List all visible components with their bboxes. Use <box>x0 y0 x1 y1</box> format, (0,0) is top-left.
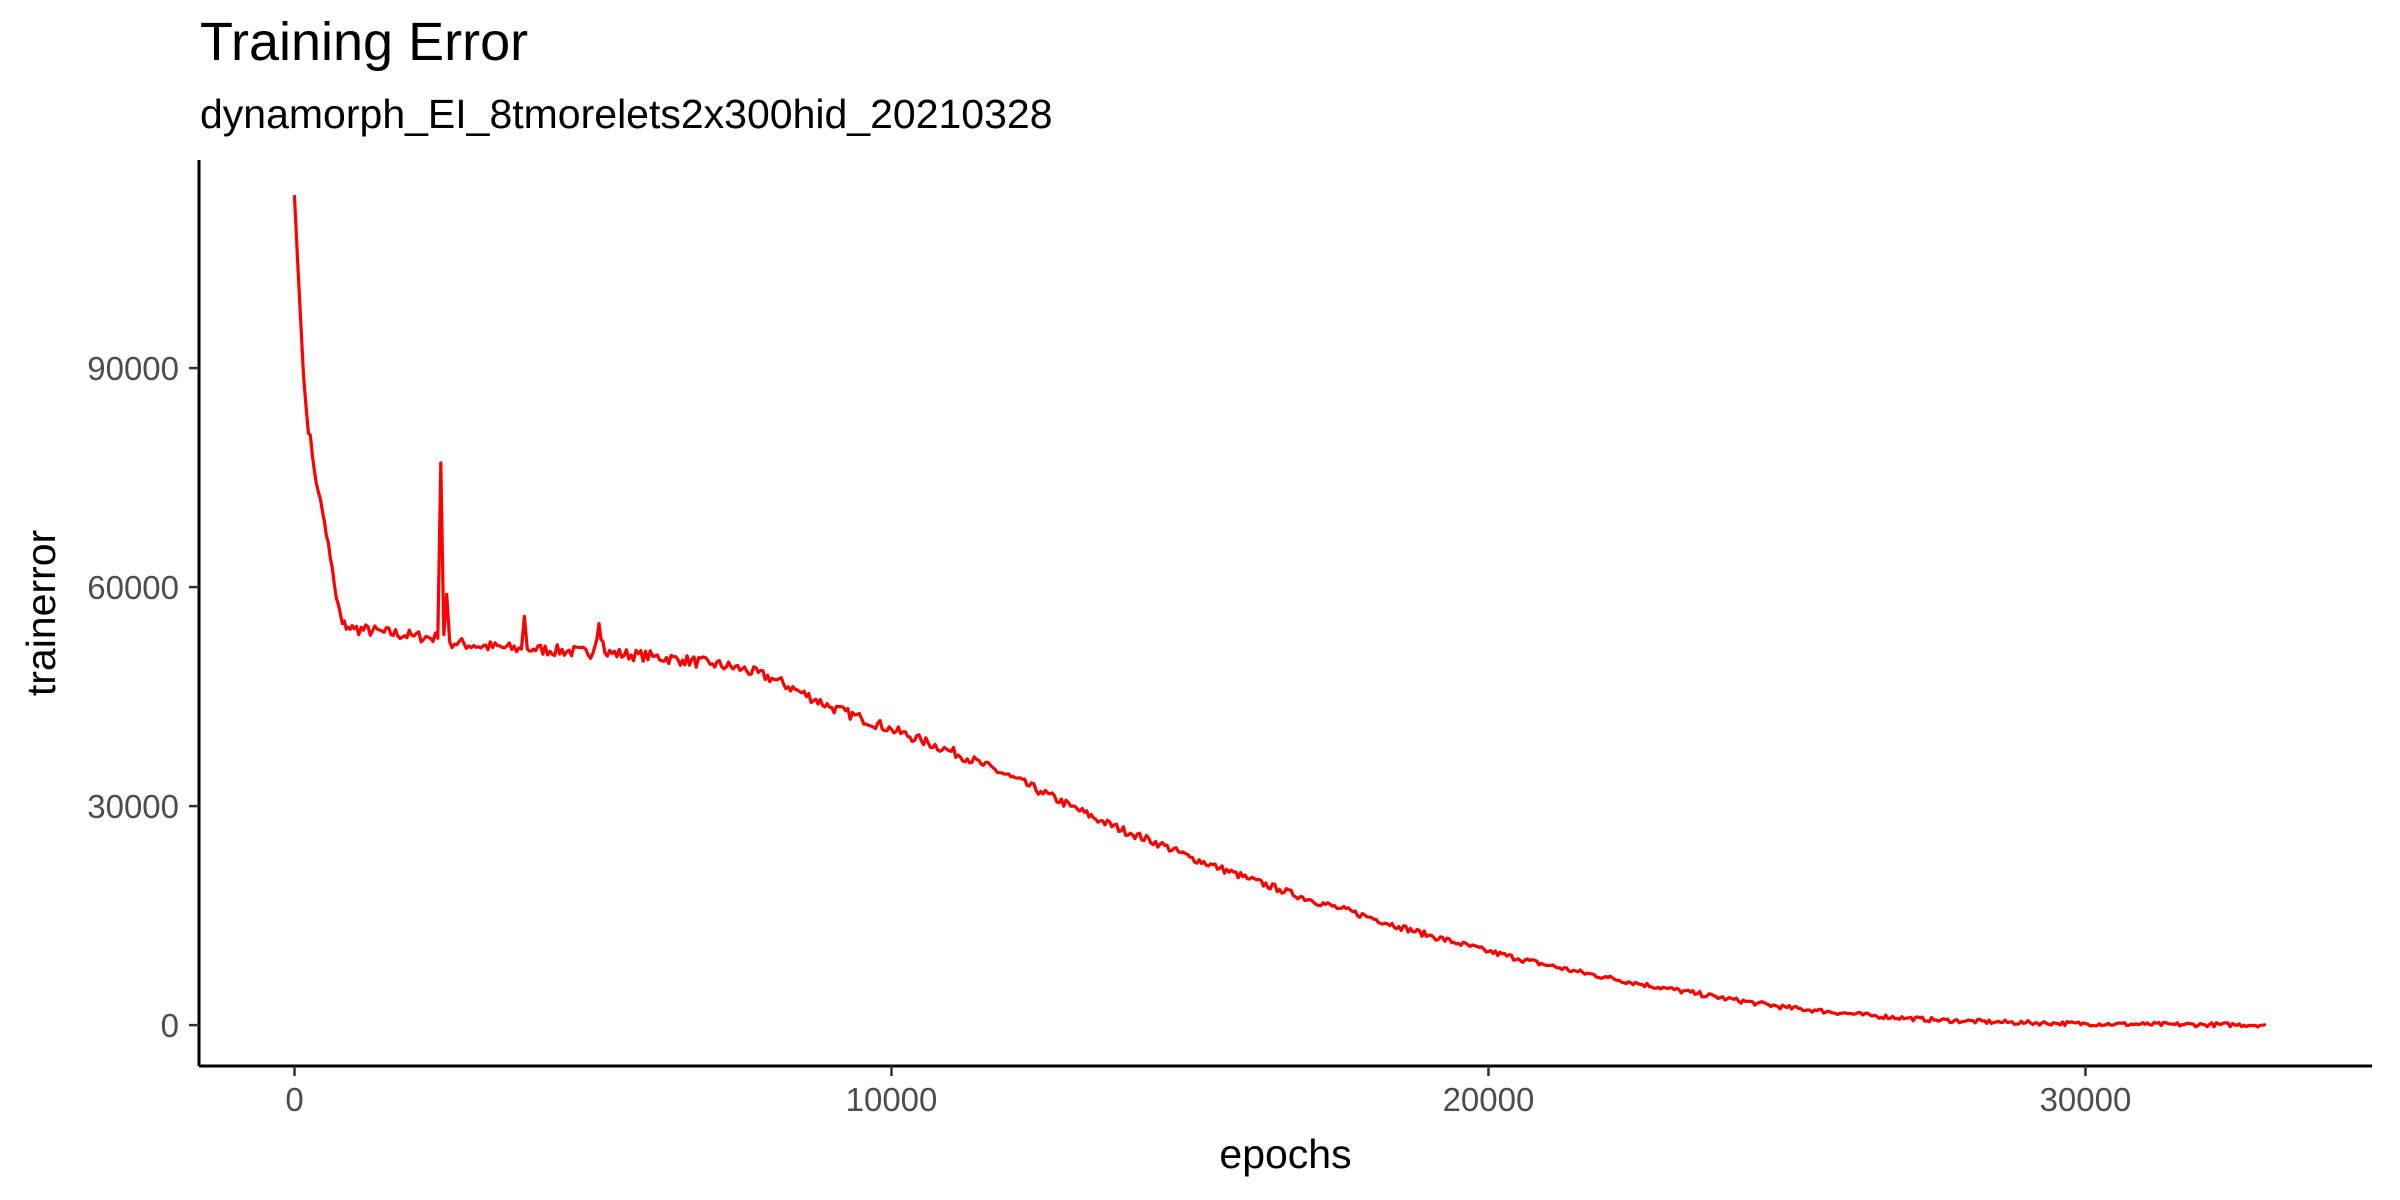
chart-title: Training Error <box>200 12 528 72</box>
x-axis-title: epochs <box>1219 1131 1351 1177</box>
x-tick-label: 10000 <box>846 1081 938 1118</box>
y-axis-title: trainerror <box>18 530 64 696</box>
x-tick-label: 20000 <box>1443 1081 1535 1118</box>
chart-subtitle: dynamorph_EI_8tmorelets2x300hid_20210328 <box>200 91 1053 137</box>
y-tick-label: 30000 <box>87 788 179 825</box>
x-axis-ticks: 0 10000 20000 30000 <box>285 1066 2131 1118</box>
x-tick-label: 0 <box>285 1081 303 1118</box>
plot-area <box>292 194 2267 1029</box>
trainerror-series-line <box>292 194 2267 1029</box>
y-tick-label: 60000 <box>87 569 179 606</box>
y-axis-ticks: 0 30000 60000 90000 <box>87 350 199 1044</box>
x-tick-label: 30000 <box>2040 1081 2132 1118</box>
y-tick-label: 90000 <box>87 350 179 387</box>
y-tick-label: 0 <box>161 1007 179 1044</box>
